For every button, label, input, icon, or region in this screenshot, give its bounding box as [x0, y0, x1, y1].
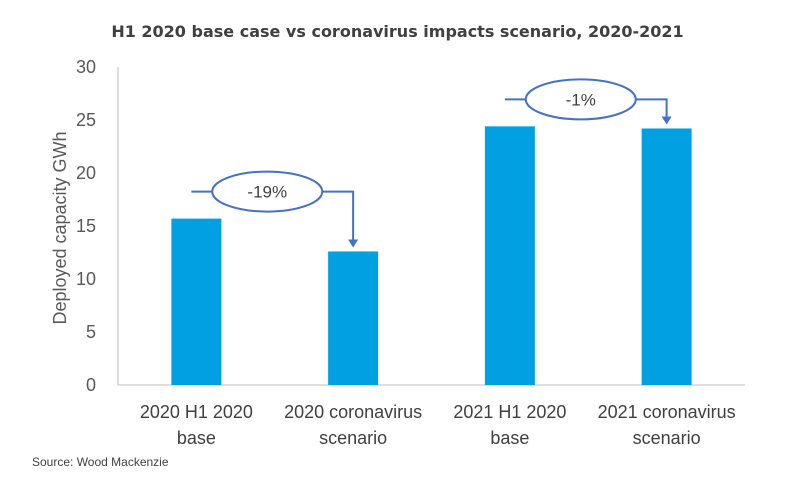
change-annotations: -19% -1% — [191, 78, 672, 248]
change-annotation: -1% — [504, 78, 672, 125]
bar — [641, 128, 692, 386]
change-label: -1% — [566, 90, 596, 109]
x-tick-label: 2020 coronavirus scenario — [284, 402, 422, 448]
y-axis-label-group: Deployed capacity GWh — [50, 131, 70, 324]
x-axis-labels: 2020 H1 2020 base 2020 coronavirus scenario… — [140, 402, 736, 448]
y-tick-label: 0 — [86, 375, 96, 395]
y-tick-label: 10 — [76, 269, 96, 289]
bar — [328, 251, 379, 385]
change-label: -19% — [247, 183, 287, 202]
change-annotation: -19% — [191, 170, 359, 248]
y-tick-label: 25 — [76, 110, 96, 130]
change-ellipse — [524, 78, 637, 121]
bar — [484, 126, 535, 386]
source-note: Source: Wood Mackenzie — [32, 455, 169, 469]
arrowhead-icon — [661, 116, 672, 125]
y-tick-label: 5 — [86, 322, 96, 342]
y-axis-ticks: 0 5 10 15 20 25 30 — [76, 57, 96, 395]
y-tick-label: 20 — [76, 163, 96, 183]
y-tick-label: 30 — [76, 57, 96, 77]
x-tick-label: 2020 H1 2020 base — [140, 402, 253, 448]
arrowhead-icon — [348, 239, 359, 248]
y-axis-label: Deployed capacity GWh — [50, 131, 70, 324]
bar — [171, 218, 222, 385]
x-tick-label: 2021 H1 2020 base — [453, 402, 566, 448]
chart-title: H1 2020 base case vs coronavirus impacts… — [111, 22, 684, 41]
change-ellipse — [211, 170, 324, 213]
y-tick-label: 15 — [76, 216, 96, 236]
bars — [171, 126, 692, 386]
x-tick-label: 2021 coronavirus scenario — [598, 402, 736, 448]
